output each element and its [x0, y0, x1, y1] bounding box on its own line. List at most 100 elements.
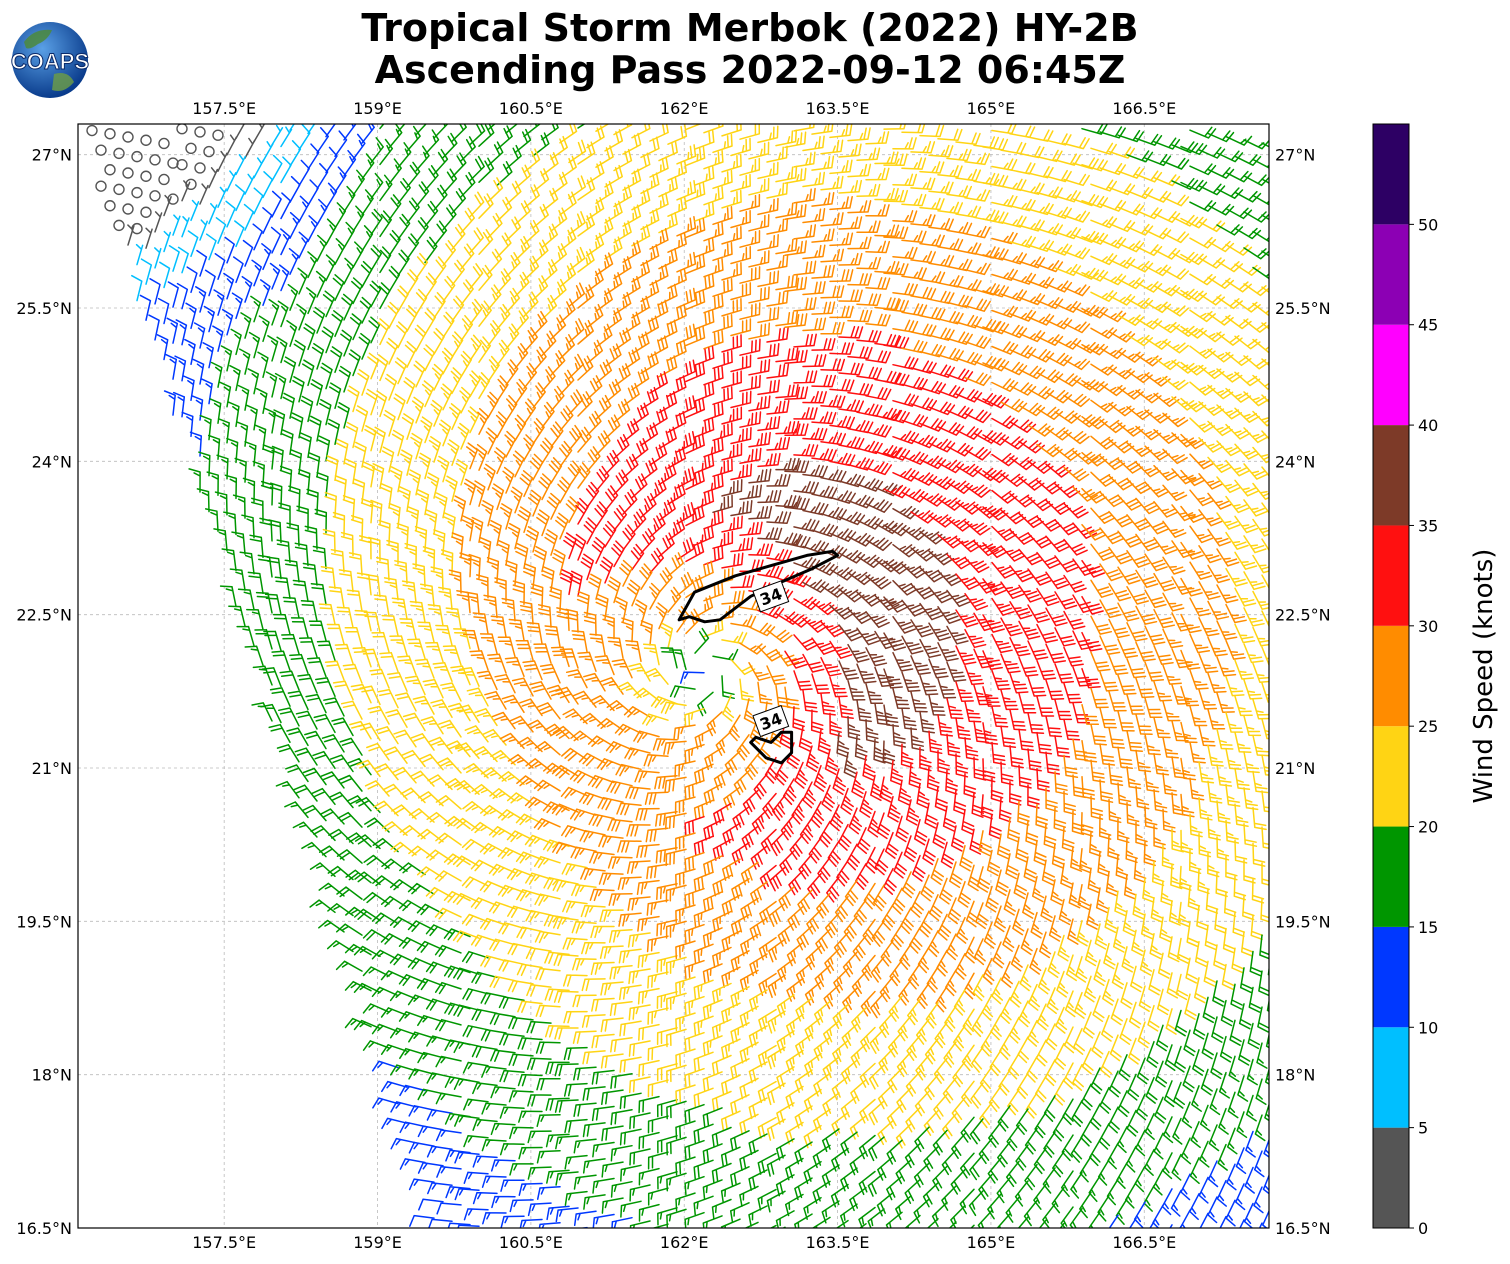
wind-barb [500, 1215, 525, 1228]
wind-barb [567, 460, 582, 488]
wind-barb [750, 845, 768, 870]
x-tick-label-bottom: 165°E [967, 1233, 1016, 1252]
wind-barb [606, 780, 633, 794]
wind-barb [1172, 1117, 1183, 1145]
wind-barb [1162, 448, 1188, 465]
wind-barb [374, 390, 388, 418]
wind-barb [352, 241, 364, 269]
wind-barb [1045, 499, 1071, 515]
wind-barb [658, 497, 676, 522]
wind-barb [611, 540, 625, 568]
wind-barb [1035, 1039, 1048, 1067]
wind-barb [730, 390, 752, 409]
wind-barb [1116, 1126, 1128, 1154]
wind-barb [978, 830, 992, 857]
wind-barb [1153, 608, 1176, 629]
wind-barb [1243, 463, 1269, 480]
wind-barb [359, 296, 372, 324]
wind-barb [424, 641, 444, 663]
wind-barb [629, 1184, 651, 1202]
wind-barb [523, 398, 537, 426]
wind-barb [675, 832, 696, 851]
wind-barb [955, 279, 982, 292]
wind-barb [865, 350, 892, 364]
wind-barb [856, 516, 884, 530]
wind-barb [987, 1157, 1002, 1184]
wind-barb [1122, 910, 1136, 937]
wind-barb [730, 463, 753, 481]
wind-barb [1144, 481, 1170, 498]
wind-barb [442, 168, 458, 195]
wind-barb [523, 291, 539, 318]
wind-barb [481, 500, 494, 527]
wind-barb [969, 1154, 984, 1181]
wind-barb [694, 524, 715, 546]
wind-barb [538, 473, 552, 501]
wind-barb [471, 971, 498, 984]
wind-barb [1162, 592, 1185, 612]
wind-barb [1180, 613, 1202, 634]
wind-barb [616, 681, 642, 699]
wind-barb [658, 319, 678, 342]
wind-barb [694, 381, 715, 402]
wind-barb [1059, 1222, 1065, 1228]
wind-barb [892, 393, 919, 407]
wind-barb [601, 1125, 624, 1142]
wind-barb [552, 725, 579, 741]
wind-barb [366, 742, 390, 761]
wind-barb [817, 728, 831, 755]
wind-barb [1252, 158, 1269, 169]
wind-barb [896, 1232, 911, 1255]
wind-barb [368, 536, 381, 562]
wind-barb [1108, 183, 1136, 196]
wind-barb [1090, 579, 1114, 598]
wind-barb [1153, 788, 1168, 813]
wind-barb [358, 332, 371, 360]
wind-barb [443, 928, 471, 941]
wind-barb [811, 301, 836, 315]
wind-barb [1090, 651, 1111, 672]
wind-barb [960, 1116, 975, 1143]
wind-barb [334, 130, 348, 158]
wind-barb [937, 459, 965, 474]
wind-barb [1005, 1160, 1020, 1188]
wind-barb [892, 651, 914, 672]
wind-barb [739, 374, 761, 392]
wind-barb [625, 786, 651, 800]
wind-barb [314, 508, 328, 534]
wind-barb [635, 599, 648, 627]
wind-barb [626, 860, 651, 874]
wind-barb [901, 230, 927, 243]
wind-barb [749, 717, 764, 745]
wind-barb [1090, 435, 1117, 450]
wind-barb [775, 347, 799, 363]
wind-barb [784, 313, 808, 329]
wind-barb [887, 1031, 903, 1058]
wind-barb [802, 540, 830, 554]
wind-barb [811, 523, 839, 538]
wind-barb [1207, 672, 1227, 694]
wind-barb [1180, 577, 1203, 597]
wind-barb [239, 551, 255, 575]
wind-barb [1242, 895, 1255, 921]
wind-barb [1009, 382, 1037, 396]
wind-barb [1063, 646, 1084, 667]
x-tick-label-top: 157.5°E [192, 99, 256, 118]
wind-barb [964, 736, 979, 761]
wind-barb [1135, 641, 1156, 662]
wind-barb [611, 1216, 633, 1228]
wind-barb [802, 317, 827, 332]
wind-barb [926, 766, 940, 792]
x-tick-label-top: 160.5°E [499, 99, 563, 118]
wind-barb [1009, 980, 1022, 1008]
wind-barb [811, 601, 838, 616]
wind-barb [1099, 671, 1119, 692]
wind-barb [487, 320, 501, 347]
wind-barb [804, 1052, 822, 1077]
wind-barb [647, 1151, 669, 1170]
wind-barb [685, 468, 705, 491]
wind-barb [730, 500, 753, 517]
wind-barb [913, 818, 928, 846]
wind-barb [307, 143, 320, 171]
wind-barb [838, 399, 865, 413]
